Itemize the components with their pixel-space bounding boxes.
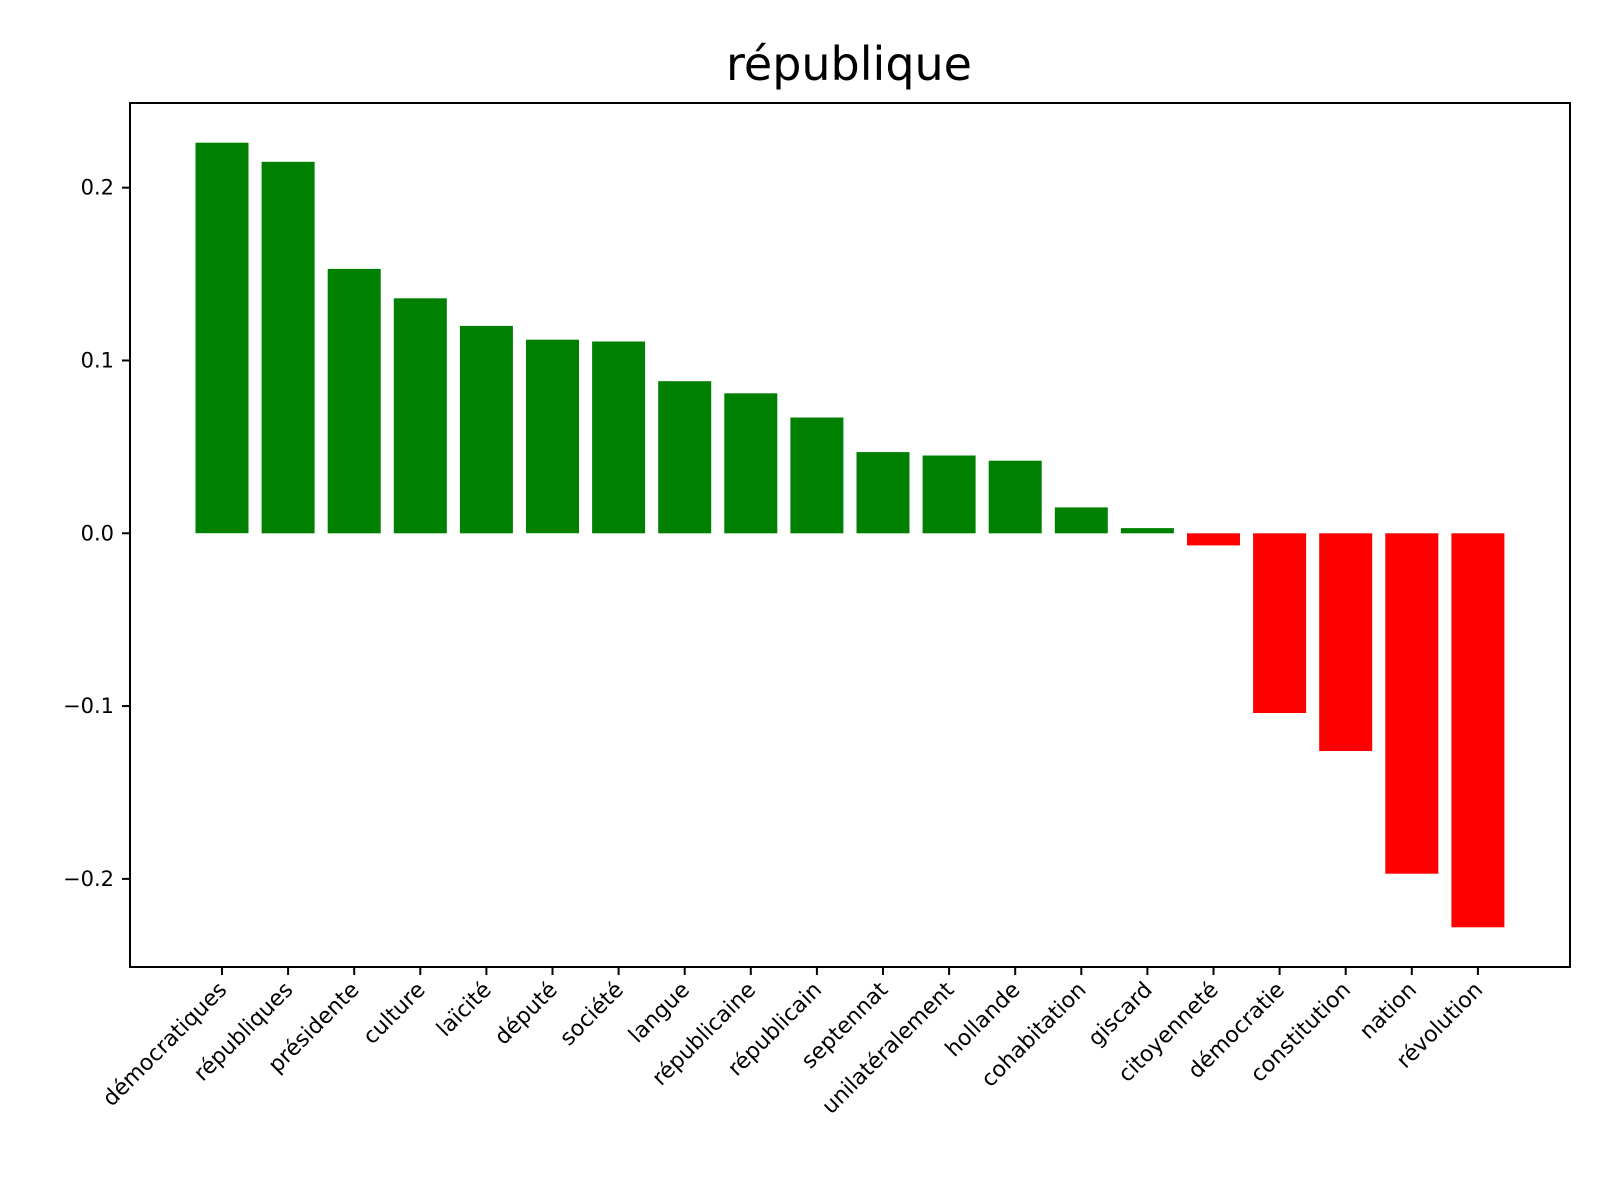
bar-19: [1451, 533, 1505, 928]
y-tick-label-2: 0.0: [81, 521, 114, 545]
bars-layer: [195, 142, 1505, 928]
bar-6: [592, 341, 646, 534]
bar-17: [1319, 533, 1373, 751]
bar-12: [988, 460, 1042, 534]
bar-14: [1120, 528, 1174, 534]
chart-title: république: [726, 37, 972, 91]
y-tick-label-3: −0.1: [63, 694, 114, 718]
bar-3: [393, 298, 447, 534]
bar-13: [1054, 507, 1108, 534]
bar-1: [261, 161, 315, 534]
y-tick-label-4: −0.2: [63, 867, 114, 891]
y-tick-label-0: 0.2: [81, 176, 114, 200]
bar-10: [856, 452, 910, 534]
y-axis: 0.2 0.1 0.0 −0.1 −0.2: [63, 176, 130, 891]
bar-2: [327, 268, 381, 534]
y-tick-label-1: 0.1: [81, 348, 114, 372]
bar-16: [1253, 533, 1307, 713]
bar-11: [922, 455, 976, 534]
bar-0: [195, 142, 249, 534]
bar-9: [790, 417, 844, 534]
plot-frame: [129, 102, 1571, 968]
bar-5: [526, 339, 579, 534]
bar-18: [1385, 533, 1439, 874]
bar-7: [658, 381, 712, 534]
bar-4: [459, 325, 513, 534]
bar-15: [1187, 533, 1240, 546]
bar-8: [724, 393, 778, 534]
